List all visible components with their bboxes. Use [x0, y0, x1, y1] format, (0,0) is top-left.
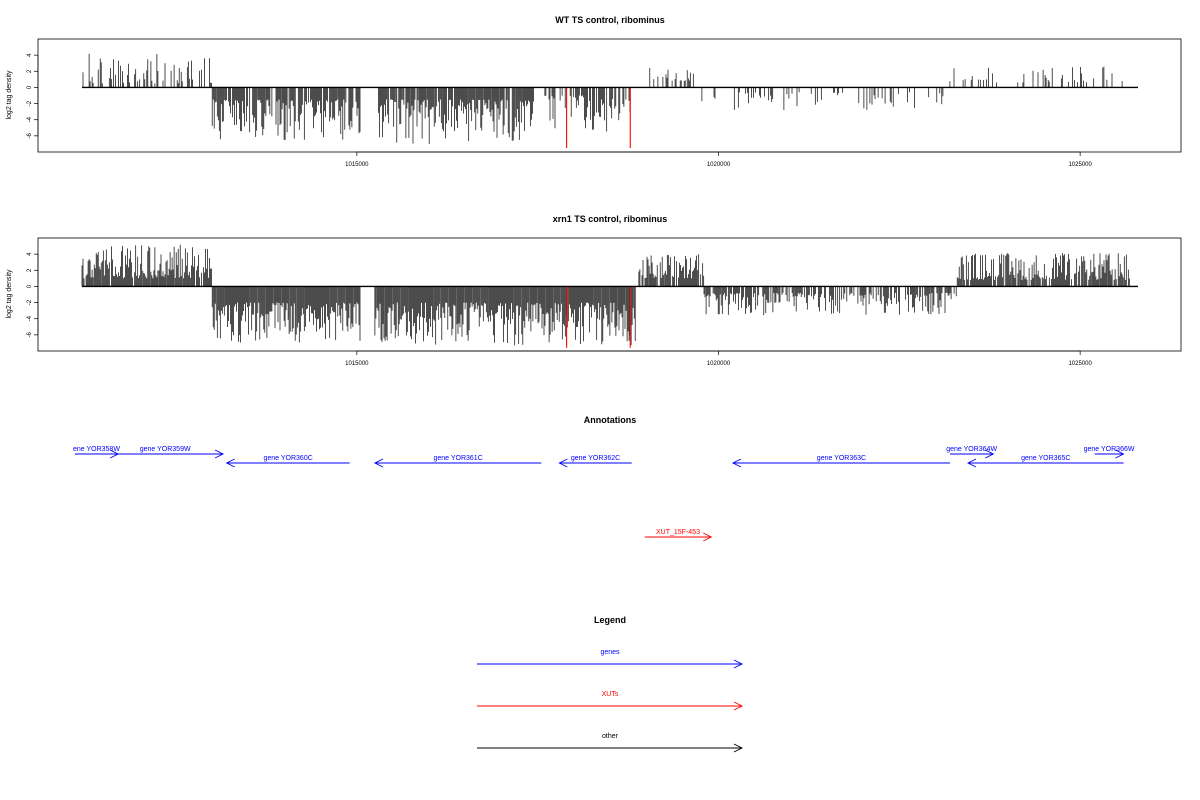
panel-wt: WT TS control, ribominus log2 tag densit…: [6, 15, 1182, 168]
panel-2-title: xrn1 TS control, ribominus: [553, 214, 668, 224]
legend-items: genes XUTs other: [477, 649, 744, 753]
y-tick-label: -2: [27, 100, 33, 106]
legend-title: Legend: [594, 615, 626, 625]
y-tick-label: -2: [27, 299, 33, 305]
gene-arrow-label: gene YOR361C: [433, 455, 482, 462]
gene-arrows: ene YOR358W gene YOR359W gene YOR360C gene …: [73, 446, 1135, 468]
annotations-track: Annotations ene YOR358W gene YOR359W gene …: [73, 415, 1135, 542]
legend-label: genes: [600, 649, 620, 656]
y-tick-label: 2: [27, 268, 33, 272]
x-tick-label: 1020000: [707, 361, 731, 367]
y-tick-label: 4: [27, 53, 33, 57]
x-tick-label: 1015000: [345, 361, 369, 367]
panel-xrn1: xrn1 TS control, ribominus log2 tag dens…: [6, 214, 1182, 367]
annotations-title: Annotations: [584, 415, 637, 425]
x-tick-label: 1025000: [1068, 162, 1092, 168]
gene-arrow-head: [1115, 449, 1125, 459]
panel-1-title: WT TS control, ribominus: [555, 15, 665, 25]
xut-arrow-label: XUT_15F-453: [656, 529, 700, 536]
gene-arrow-label: ene YOR358W: [73, 446, 120, 453]
x-tick-label: 1015000: [345, 162, 369, 168]
y-tick-label: -6: [27, 133, 33, 139]
gene-arrow-label: gene YOR365C: [1021, 455, 1070, 462]
y-tick-label: 0: [27, 284, 33, 288]
y-tick-label: 2: [27, 69, 33, 73]
gene-arrow-head: [985, 449, 995, 459]
xut-arrows: XUT_15F-453: [644, 529, 713, 542]
panel-2-ylabel: log2 tag density: [6, 269, 13, 319]
legend-arrowhead: [733, 659, 744, 669]
x-tick-label: 1020000: [707, 162, 731, 168]
gene-arrow-label: gene YOR364W: [946, 446, 997, 453]
legend: Legend genes XUTs other: [477, 615, 744, 753]
gene-arrow-label: gene YOR360C: [263, 455, 312, 462]
xut-arrow-head: [703, 532, 713, 542]
panel-2-frame: [37, 237, 1182, 352]
y-tick-label: -4: [27, 315, 33, 321]
panel-2-bars: [81, 244, 1130, 348]
gene-arrow-label: gene YOR363C: [817, 455, 866, 462]
x-tick-label: 1025000: [1068, 361, 1092, 367]
y-tick-label: -4: [27, 116, 33, 122]
gene-arrow-head: [373, 458, 384, 468]
y-tick-label: 0: [27, 85, 33, 89]
gene-arrow-head: [967, 458, 977, 468]
gene-arrow-head: [225, 458, 235, 468]
gene-arrow-label: gene YOR366W: [1084, 446, 1135, 453]
legend-arrowhead: [733, 701, 744, 711]
legend-label: XUTs: [602, 691, 619, 698]
gene-arrow-label: gene YOR362C: [571, 455, 620, 462]
panel-1-axes: -6 -4 -2 0 2 4 1015000 1020000 1025000: [27, 53, 1138, 168]
gene-arrow-head: [214, 449, 225, 459]
y-tick-label: -6: [27, 332, 33, 338]
y-tick-label: 4: [27, 252, 33, 256]
panel-2-axes: -6 -4 -2 0 2 4 1015000 1020000 1025000: [27, 252, 1138, 367]
panel-1-bars: [82, 53, 1123, 148]
gene-arrow-head: [731, 458, 742, 468]
panel-1-ylabel: log2 tag density: [6, 70, 13, 120]
legend-label: other: [602, 733, 619, 740]
gene-arrow-label: gene YOR359W: [140, 446, 191, 453]
gene-arrow-head: [558, 458, 568, 468]
legend-arrowhead: [733, 743, 744, 753]
